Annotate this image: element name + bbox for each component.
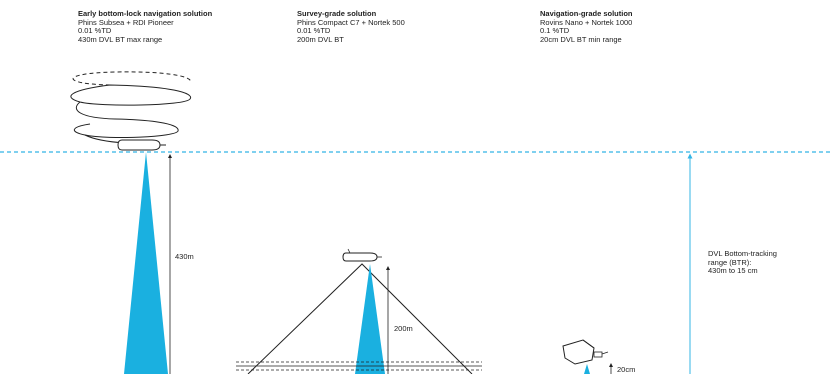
solution-accuracy: 0.1 %TD	[540, 26, 570, 35]
btr-label-line: range (BTR):	[708, 257, 752, 267]
solution-title: Navigation-grade solution	[540, 9, 633, 18]
solution-equipment: Phins Subsea + RDI Pioneer	[78, 17, 174, 27]
dvl-beam	[584, 364, 590, 374]
auv-vehicle-icon	[117, 139, 166, 151]
solution-accuracy: 0.01 %TD	[297, 26, 331, 35]
solution-early-bottom-lock: Early bottom-lock navigation solution Ph…	[78, 9, 213, 44]
btr-label-line: 430m to 15 cm	[708, 266, 758, 275]
auv-vehicle-icon	[342, 248, 382, 262]
btr-label-line: DVL Bottom-tracking	[708, 249, 777, 258]
solution-title: Survey-grade solution	[297, 9, 377, 18]
solution-equipment: Phins Compact C7 + Nortek 500	[297, 17, 405, 27]
solution-range: 200m DVL BT	[297, 34, 344, 44]
solution-navigation-grade: Navigation-grade solution Rovins Nano + …	[540, 9, 633, 44]
survey-swath-lines	[247, 263, 473, 374]
btr-label: DVL Bottom-tracking range (BTR): 430m to…	[708, 249, 777, 276]
range-label-430: 430m	[175, 252, 194, 261]
range-label-200: 200m	[394, 324, 413, 333]
seabed-lines	[236, 361, 482, 371]
solution-title: Early bottom-lock navigation solution	[78, 9, 213, 18]
solution-accuracy: 0.01 %TD	[78, 26, 112, 35]
dvl-beam	[355, 264, 385, 374]
dvl-beam	[124, 152, 168, 374]
solution-range: 20cm DVL BT min range	[540, 34, 622, 44]
solution-range: 430m DVL BT max range	[78, 34, 163, 44]
solution-survey-grade: Survey-grade solution Phins Compact C7 +…	[297, 9, 405, 44]
rov-vehicle-icon	[562, 339, 609, 365]
range-label-20: 20cm	[617, 365, 636, 374]
vehicle-spiral-path	[70, 71, 192, 144]
solution-equipment: Rovins Nano + Nortek 1000	[540, 17, 633, 27]
